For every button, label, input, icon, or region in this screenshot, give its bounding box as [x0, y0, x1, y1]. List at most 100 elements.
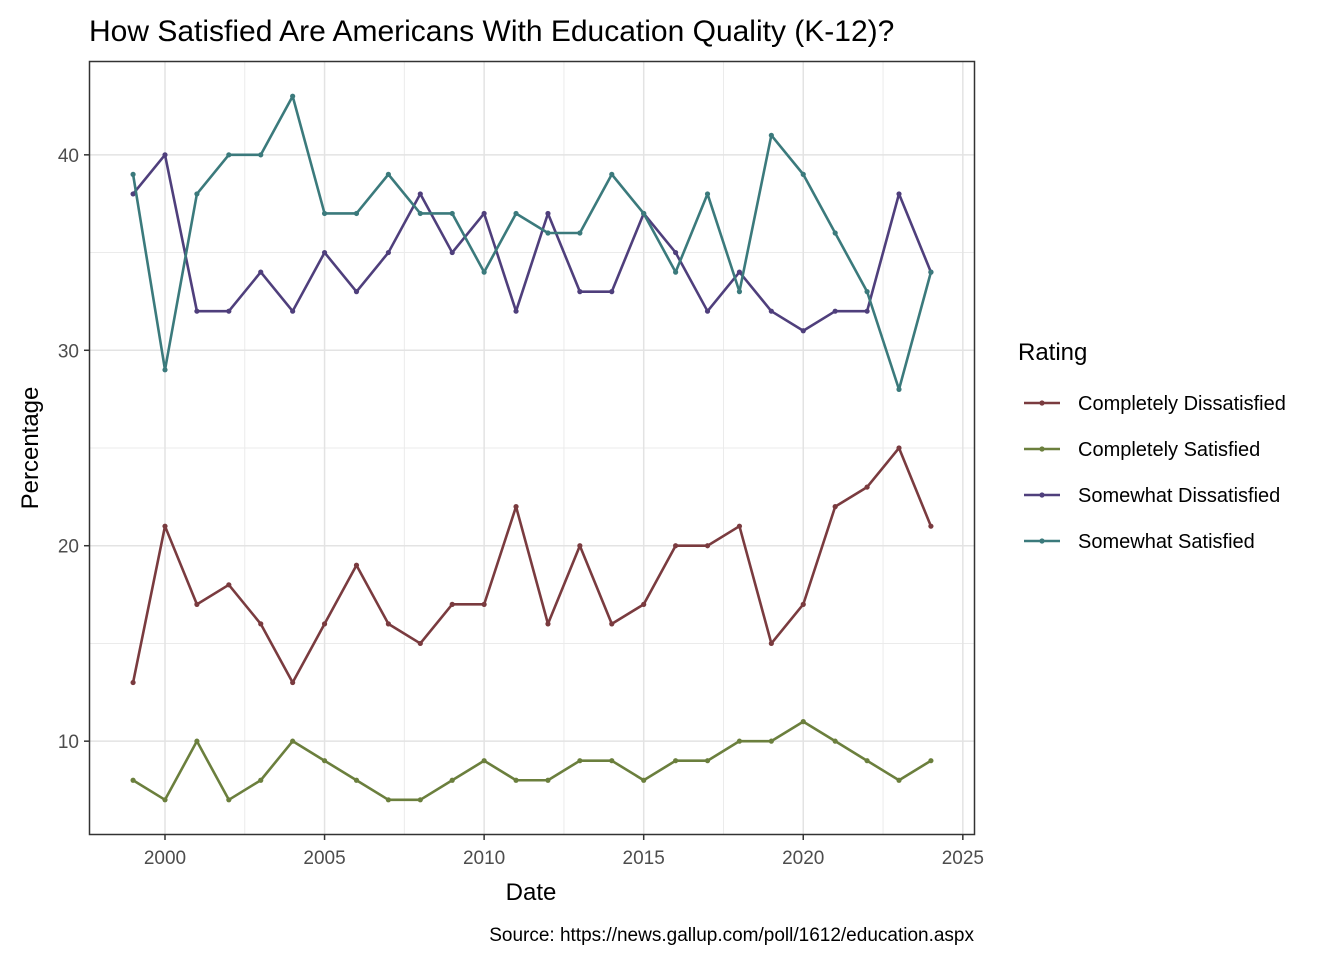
data-point-completely-satisfied	[641, 777, 647, 783]
data-point-completely-satisfied	[162, 797, 168, 803]
data-point-somewhat-dissatisfied	[194, 308, 200, 314]
data-point-completely-satisfied	[928, 758, 934, 764]
data-point-somewhat-dissatisfied	[577, 289, 583, 295]
data-point-somewhat-dissatisfied	[226, 308, 232, 314]
data-point-somewhat-satisfied	[673, 269, 679, 275]
data-point-somewhat-satisfied	[928, 269, 934, 275]
legend-key-point	[1039, 492, 1045, 498]
data-point-somewhat-satisfied	[290, 93, 296, 99]
data-point-completely-satisfied	[545, 777, 551, 783]
data-point-somewhat-satisfied	[768, 132, 774, 138]
data-point-completely-satisfied	[290, 738, 296, 744]
legend-item-somewhat-dissatisfied: Somewhat Dissatisfied	[1024, 485, 1280, 507]
data-point-somewhat-dissatisfied	[609, 289, 615, 295]
data-point-somewhat-satisfied	[481, 269, 487, 275]
data-point-completely-dissatisfied	[162, 523, 168, 529]
data-point-somewhat-dissatisfied	[481, 210, 487, 217]
data-point-completely-satisfied	[577, 758, 583, 764]
legend-key-point	[1039, 400, 1045, 406]
legend-label: Completely Satisfied	[1078, 439, 1260, 461]
data-point-somewhat-satisfied	[896, 386, 902, 392]
series-somewhat-satisfied	[130, 93, 934, 392]
legend-label: Completely Dissatisfied	[1078, 393, 1286, 415]
x-tick-label: 2010	[463, 848, 505, 869]
x-axis-title: Date	[506, 879, 557, 906]
data-point-somewhat-satisfied	[162, 367, 168, 373]
data-point-somewhat-dissatisfied	[449, 249, 455, 256]
data-point-completely-dissatisfied	[704, 543, 711, 549]
data-point-somewhat-satisfied	[321, 210, 328, 217]
data-point-somewhat-satisfied	[832, 230, 838, 236]
series-line-somewhat-satisfied	[131, 94, 933, 391]
data-point-completely-satisfied	[417, 797, 423, 803]
data-point-somewhat-satisfied	[641, 210, 647, 217]
data-point-somewhat-satisfied	[800, 171, 806, 177]
data-point-completely-dissatisfied	[417, 640, 423, 647]
data-point-completely-dissatisfied	[800, 601, 806, 607]
data-point-completely-satisfied	[896, 777, 902, 783]
data-point-completely-satisfied	[194, 738, 200, 744]
legend-label: Somewhat Satisfied	[1078, 531, 1255, 553]
y-tick-label: 10	[58, 732, 79, 753]
data-point-somewhat-dissatisfied	[704, 308, 711, 314]
data-point-somewhat-dissatisfied	[162, 152, 168, 158]
y-axis-title: Percentage	[17, 387, 44, 510]
data-point-completely-dissatisfied	[194, 601, 200, 607]
series-line-somewhat-dissatisfied	[131, 153, 933, 333]
data-point-somewhat-dissatisfied	[896, 191, 902, 197]
series-layer	[130, 93, 934, 803]
data-point-completely-dissatisfied	[226, 582, 232, 588]
data-point-completely-dissatisfied	[609, 621, 615, 627]
data-point-completely-dissatisfied	[385, 621, 391, 627]
data-point-somewhat-dissatisfied	[832, 308, 838, 314]
legend-item-completely-dissatisfied: Completely Dissatisfied	[1024, 393, 1286, 415]
legend-label: Somewhat Dissatisfied	[1078, 485, 1280, 507]
data-point-completely-dissatisfied	[673, 543, 679, 549]
data-point-somewhat-dissatisfied	[290, 308, 296, 314]
data-point-somewhat-dissatisfied	[800, 328, 806, 334]
series-somewhat-dissatisfied	[130, 152, 934, 334]
minor-gridlines	[90, 62, 974, 834]
data-point-somewhat-dissatisfied	[321, 249, 328, 256]
data-point-completely-dissatisfied	[130, 679, 136, 686]
data-point-completely-dissatisfied	[896, 445, 902, 451]
data-point-somewhat-satisfied	[736, 289, 743, 295]
data-point-completely-dissatisfied	[513, 504, 519, 510]
data-point-completely-satisfied	[449, 777, 455, 783]
x-tick-label: 2015	[623, 848, 665, 869]
data-point-completely-satisfied	[864, 758, 870, 764]
data-point-completely-satisfied	[704, 758, 711, 764]
data-point-somewhat-dissatisfied	[864, 308, 870, 314]
data-point-completely-satisfied	[832, 738, 838, 744]
legend-title: Rating	[1018, 339, 1087, 366]
legend-key-point	[1039, 446, 1045, 452]
data-point-completely-satisfied	[673, 758, 679, 764]
data-point-completely-dissatisfied	[928, 523, 934, 529]
data-point-somewhat-dissatisfied	[673, 249, 679, 256]
data-point-completely-satisfied	[481, 758, 487, 764]
data-point-completely-satisfied	[736, 738, 743, 744]
y-axis: 10 20 30 40	[58, 146, 90, 753]
data-point-completely-dissatisfied	[353, 562, 360, 568]
data-point-somewhat-dissatisfied	[736, 269, 743, 275]
data-point-somewhat-satisfied	[704, 191, 711, 197]
series-completely-dissatisfied	[130, 445, 934, 686]
data-point-somewhat-dissatisfied	[353, 289, 360, 295]
data-point-completely-satisfied	[385, 797, 391, 803]
x-tick-label: 2020	[782, 848, 824, 869]
data-point-somewhat-satisfied	[609, 171, 615, 177]
data-point-somewhat-satisfied	[258, 152, 264, 158]
data-point-completely-dissatisfied	[321, 621, 328, 627]
data-point-somewhat-dissatisfied	[130, 191, 136, 197]
legend: Rating Completely Dissatisfied Completely…	[1018, 339, 1286, 553]
data-point-somewhat-dissatisfied	[417, 191, 423, 197]
plot-border	[88, 60, 976, 836]
x-tick-label: 2025	[942, 848, 984, 869]
data-point-completely-dissatisfied	[290, 679, 296, 686]
data-point-somewhat-satisfied	[130, 171, 136, 177]
data-point-somewhat-satisfied	[385, 171, 391, 177]
data-point-somewhat-dissatisfied	[545, 210, 551, 217]
data-point-somewhat-satisfied	[545, 230, 551, 236]
